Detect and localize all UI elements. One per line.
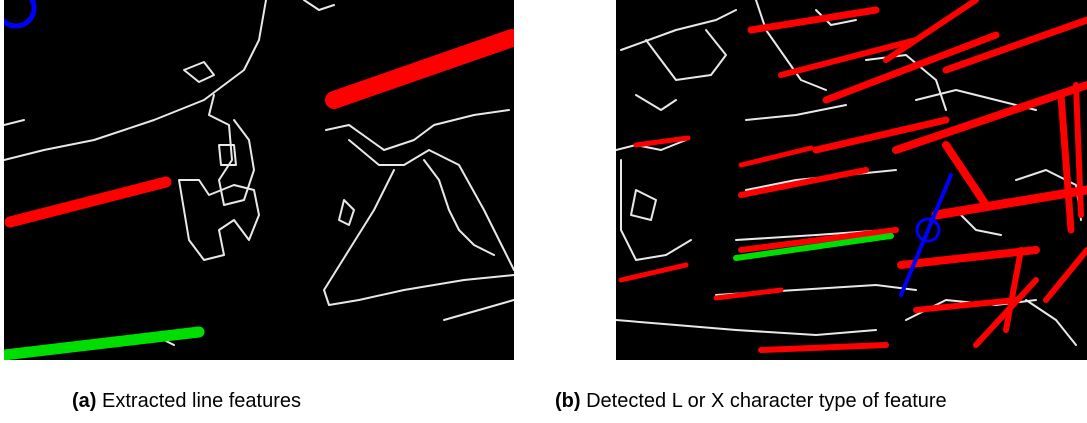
red-line-feature [325, 29, 514, 109]
x-junction-marker [899, 173, 953, 297]
panel-a-canvas [4, 0, 514, 360]
red-line-feature [4, 176, 172, 228]
blue-junction-marker [4, 0, 37, 29]
red-line-features [618, 0, 1087, 353]
caption-b: (b) Detected L or X character type of fe… [555, 390, 947, 413]
edge-map [4, 0, 514, 346]
panel-b-image [616, 0, 1087, 360]
caption-a-tag: (a) [72, 390, 97, 412]
caption-a: (a) Extracted line features [72, 390, 301, 413]
caption-b-text: Detected L or X character type of featur… [586, 390, 947, 412]
caption-a-text: Extracted line features [102, 390, 302, 412]
caption-b-tag: (b) [555, 390, 581, 412]
green-line-feature [733, 233, 894, 261]
green-line-feature [4, 326, 205, 360]
panel-a-image [4, 0, 514, 360]
panel-b-canvas [616, 0, 1087, 353]
